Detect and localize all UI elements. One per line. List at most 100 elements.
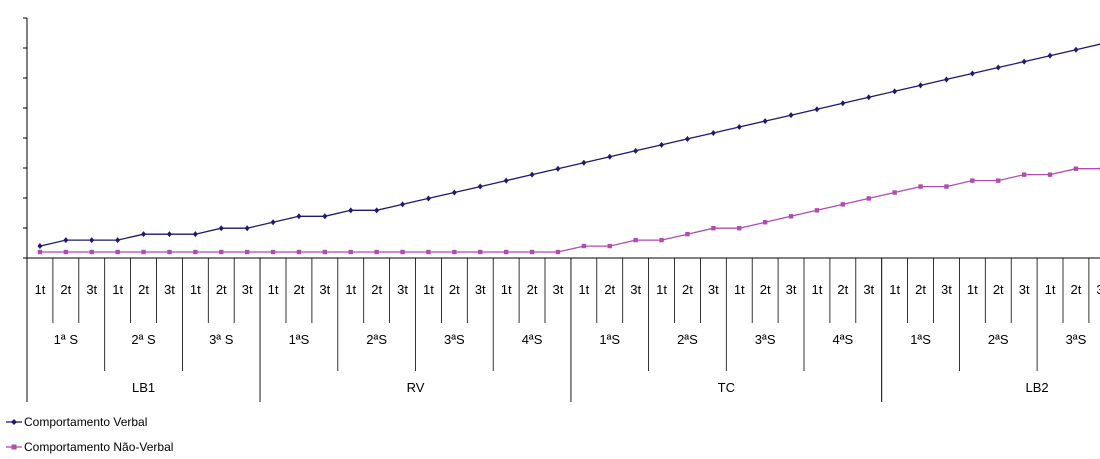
series-point-verbal xyxy=(788,112,794,119)
x-tick-label: 2t xyxy=(371,282,382,297)
x-tick-label: 2t xyxy=(527,282,538,297)
x-tick-label: 3t xyxy=(475,282,486,297)
series-point-verbal xyxy=(1047,52,1053,59)
series-point-nonverbal xyxy=(866,196,871,201)
series-point-nonverbal xyxy=(37,249,43,255)
legend-marker-verbal xyxy=(6,419,22,425)
series-point-nonverbal xyxy=(193,249,198,255)
series-point-verbal xyxy=(400,201,406,208)
series-point-verbal xyxy=(1073,46,1079,53)
x-tick-label: 1t xyxy=(423,282,434,297)
session-label: 2ª S xyxy=(131,332,156,347)
x-tick-label: 2t xyxy=(449,282,460,297)
series-point-verbal xyxy=(814,106,820,113)
series-point-verbal xyxy=(503,177,509,184)
series-point-nonverbal xyxy=(270,249,276,255)
x-tick-label: 2t xyxy=(682,282,693,297)
series-point-nonverbal xyxy=(555,249,561,255)
series-point-verbal xyxy=(995,64,1001,71)
x-tick-label: 2t xyxy=(837,282,848,297)
x-tick-label: 2t xyxy=(216,282,227,297)
x-tick-label: 1t xyxy=(190,282,201,297)
series-point-nonverbal xyxy=(1073,166,1079,171)
series-point-nonverbal xyxy=(996,178,1001,183)
series-point-nonverbal xyxy=(659,237,664,243)
series-point-nonverbal xyxy=(374,249,379,255)
series-point-verbal xyxy=(270,219,276,226)
series-point-verbal xyxy=(840,100,846,107)
series-point-verbal xyxy=(892,88,898,95)
series-point-verbal xyxy=(866,94,872,101)
x-tick-label: 1t xyxy=(734,282,745,297)
legend-marker-nonverbal xyxy=(6,444,22,450)
legend-label-nonverbal: Comportamento Não-Verbal xyxy=(24,440,174,454)
series-point-verbal xyxy=(918,82,924,89)
x-tick-label: 2t xyxy=(138,282,149,297)
x-tick-label: 3t xyxy=(863,282,874,297)
x-tick-label: 2t xyxy=(60,282,71,297)
session-label: 3ªS xyxy=(755,332,776,347)
series-point-verbal xyxy=(607,153,613,160)
series-point-nonverbal xyxy=(788,214,794,219)
series-point-nonverbal xyxy=(89,249,94,255)
series-point-nonverbal xyxy=(452,249,457,255)
series-point-verbal xyxy=(555,165,561,172)
series-point-nonverbal xyxy=(296,249,302,255)
x-tick-label: 3t xyxy=(553,282,564,297)
phase-label: RV xyxy=(407,380,425,395)
phase-label: TC xyxy=(718,380,735,395)
x-tick-label: 1t xyxy=(889,282,900,297)
x-tick-label: 3t xyxy=(319,282,330,297)
series-point-verbal xyxy=(762,118,768,125)
series-point-nonverbal xyxy=(219,249,224,255)
x-tick-label: 3t xyxy=(786,282,797,297)
series-point-nonverbal xyxy=(711,226,716,231)
series-point-verbal xyxy=(659,141,665,148)
x-tick-label: 3t xyxy=(630,282,641,297)
x-tick-label: 1t xyxy=(35,282,46,297)
legend-item-nonverbal: Comportamento Não-Verbal xyxy=(6,440,173,454)
series-point-nonverbal xyxy=(322,249,328,255)
series-point-nonverbal xyxy=(918,184,923,189)
x-tick-label: 3t xyxy=(1019,282,1030,297)
series-point-nonverbal xyxy=(814,208,820,213)
series-point-nonverbal xyxy=(348,249,353,255)
series-point-verbal xyxy=(1021,58,1027,65)
x-tick-label: 2t xyxy=(915,282,926,297)
series-point-verbal xyxy=(529,171,535,178)
series-point-nonverbal xyxy=(529,249,535,255)
series-point-nonverbal xyxy=(685,231,690,237)
x-tick-label: 1t xyxy=(501,282,512,297)
series-point-nonverbal xyxy=(840,202,846,207)
series-point-nonverbal xyxy=(115,249,120,255)
session-label: 4ªS xyxy=(522,332,543,347)
series-point-verbal xyxy=(451,189,457,196)
series-line-0 xyxy=(39,43,1100,247)
series-point-verbal xyxy=(710,130,716,136)
series-point-verbal xyxy=(969,70,975,77)
series-point-verbal xyxy=(89,237,95,244)
series-line-1 xyxy=(40,168,1100,253)
session-label: 3ªS xyxy=(444,332,465,347)
series-point-nonverbal xyxy=(426,249,431,255)
series-point-verbal xyxy=(115,237,121,244)
series-point-verbal xyxy=(218,225,224,232)
series-point-nonverbal xyxy=(478,249,483,255)
x-tick-label: 2t xyxy=(294,282,305,297)
session-label: 2ªS xyxy=(366,332,387,347)
series-point-verbal xyxy=(322,213,328,220)
series-point-nonverbal xyxy=(244,249,250,255)
x-tick-label: 1t xyxy=(578,282,589,297)
legend-item-verbal: Comportamento Verbal xyxy=(6,415,147,429)
series-point-verbal xyxy=(633,147,639,154)
x-tick-label: 1t xyxy=(112,282,123,297)
session-label: 3ªS xyxy=(1066,332,1087,347)
series-point-nonverbal xyxy=(1021,172,1027,177)
series-point-nonverbal xyxy=(737,226,742,231)
x-tick-label: 3t xyxy=(164,282,175,297)
phase-label: LB1 xyxy=(132,380,155,395)
series-point-nonverbal xyxy=(633,237,638,243)
series-point-verbal xyxy=(141,231,147,238)
series-point-verbal xyxy=(477,183,483,190)
